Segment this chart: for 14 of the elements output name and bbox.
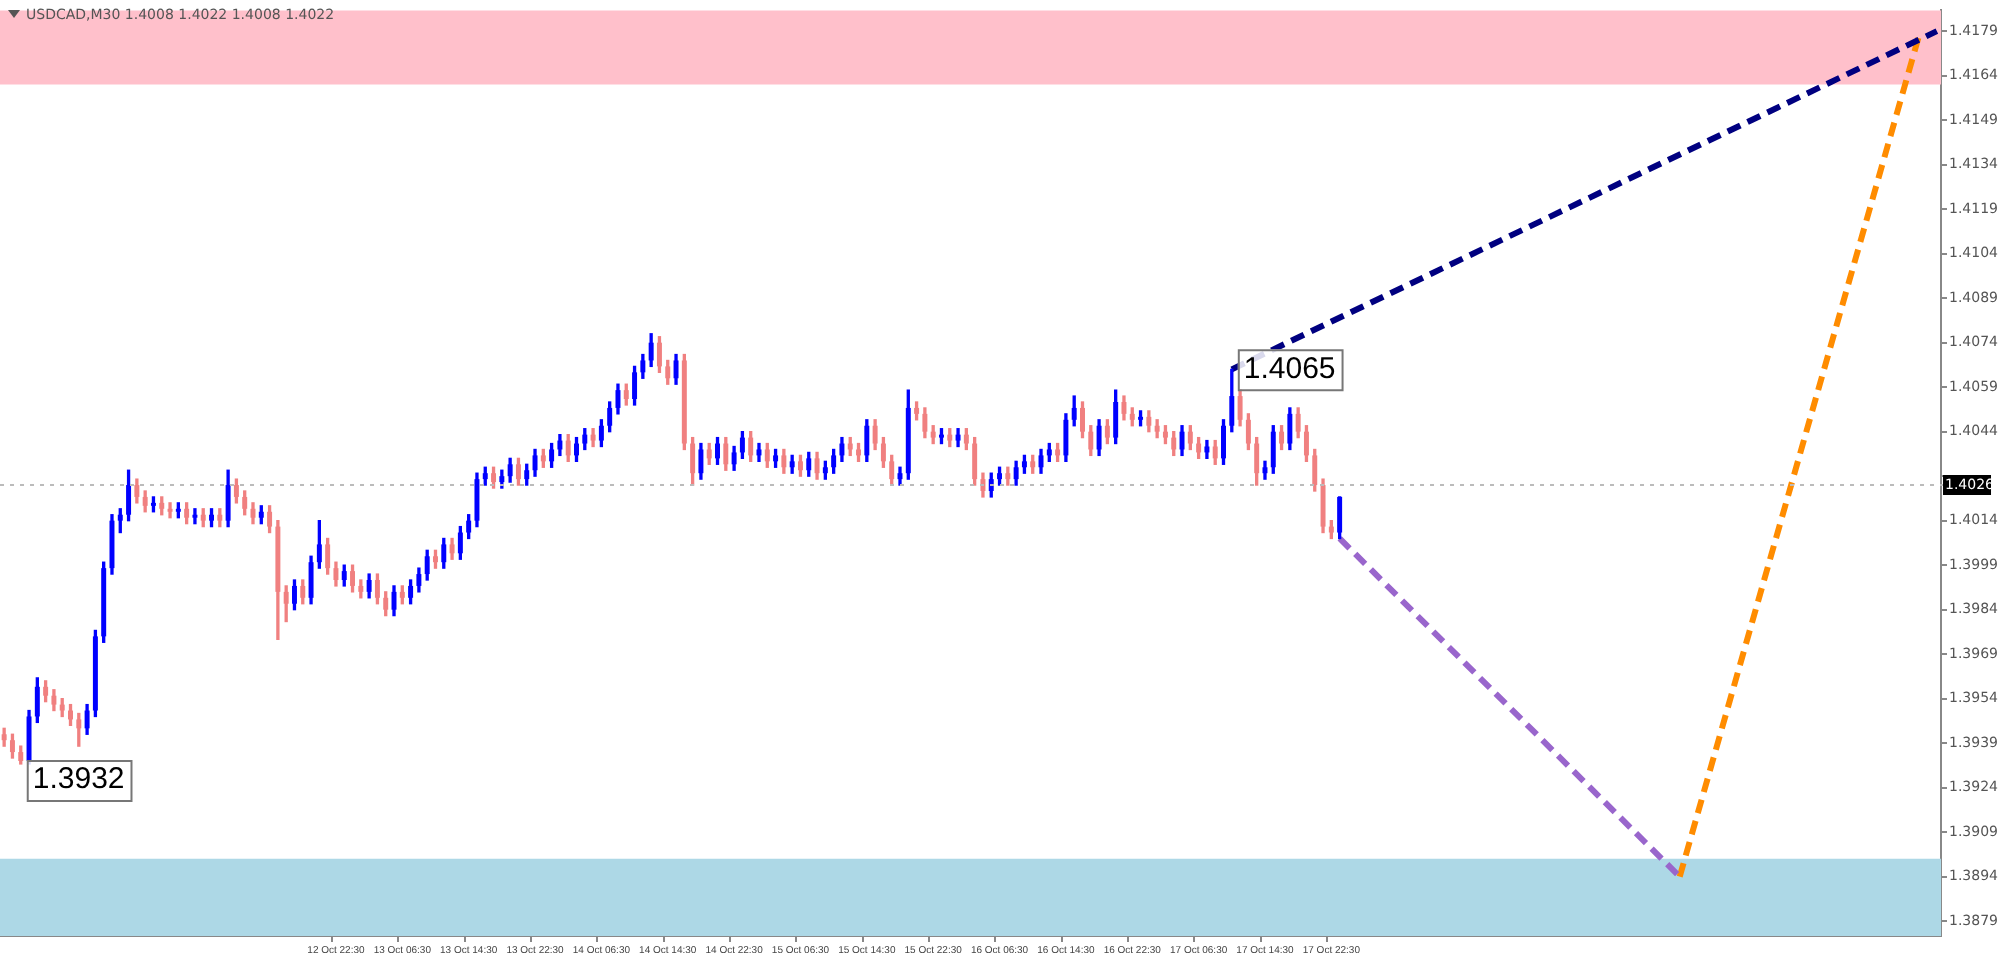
candlestick (209, 508, 215, 528)
candlestick (291, 579, 297, 611)
candlestick (167, 502, 173, 519)
candlestick (192, 508, 198, 525)
annotation: 1.4065 (1243, 351, 1336, 386)
candlestick (574, 436, 579, 462)
candlestick (715, 436, 720, 465)
candlestick (1080, 401, 1085, 439)
candlestick (433, 549, 438, 569)
candlestick (938, 428, 944, 445)
candlestick (350, 564, 356, 593)
annotation: 1.3932 (32, 762, 125, 797)
candlestick (856, 442, 862, 462)
candlestick (68, 703, 73, 727)
